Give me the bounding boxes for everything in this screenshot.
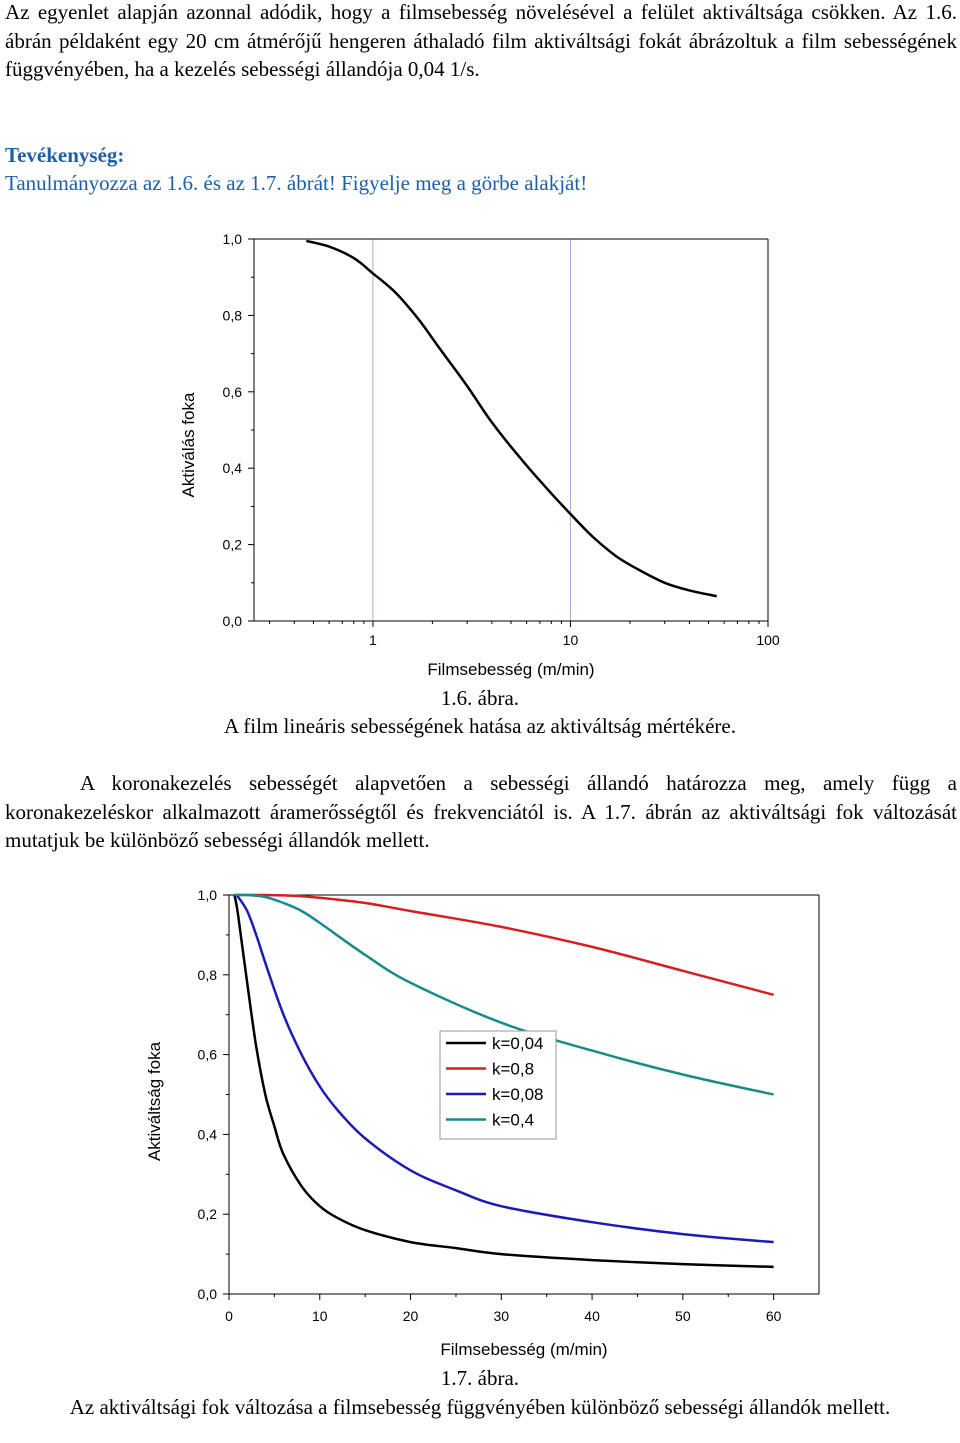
series-line-0 [233,894,774,1269]
y-tick-label: 0,2 [198,1206,218,1222]
series-line-3 [234,893,774,1096]
activity-title: Tevékenység: [5,143,125,167]
y-tick-label: 1,0 [223,231,243,247]
y-tick-label: 0,2 [223,537,243,553]
figure-1-7-caption-text: Az aktiváltsági fok változása a filmsebe… [69,1395,891,1419]
x-axis-label: Filmsebesség (m/min) [427,660,594,679]
figure-1-7-caption-number: 1.7. ábra. [440,1366,520,1390]
legend-label-0: k=0,04 [492,1034,544,1053]
legend-label-2: k=0,08 [492,1085,544,1104]
legend-label-3: k=0,4 [492,1111,534,1130]
y-tick-label: 0,6 [223,384,243,400]
y-tick-label: 0,4 [198,1126,218,1142]
figure-1-7-chart: 0,0 0,2 0,4 0,6 0,8 1,0 0 10 20 30 40 50 60 Filmsebes… [145,887,820,1359]
y-tick-label: 1,0 [198,887,218,903]
x-tick-label: 1 [369,632,377,648]
second-paragraph: A koronakezelés sebességét alapvetően a … [5,771,957,852]
y-tick-label: 0,8 [198,967,218,983]
x-tick-label: 40 [584,1308,600,1324]
x-tick-label: 100 [756,632,780,648]
x-tick-label: 20 [403,1308,419,1324]
figure-1-6-caption-number: 1.6. ábra. [440,686,520,710]
figure-1-6-caption-text: A film lineáris sebességének hatása az a… [224,714,736,738]
activity-text: Tanulmányozza az 1.6. és az 1.7. ábrát! … [5,171,588,195]
intro-paragraph: Az egyenlet alapján azonnal adódik, hogy… [5,0,957,81]
y-axis-label: Aktiváltság foka [145,1041,164,1161]
x-tick-label: 10 [563,632,579,648]
series-line-0 [305,239,717,598]
figure-1-6-chart: 0,0 0,2 0,4 0,6 0,8 1,0 1 10 100 Filmsebesség (m/… [179,231,780,679]
y-tick-label: 0,8 [223,307,243,323]
y-tick-label: 0,0 [223,613,243,629]
legend-box [439,1030,557,1140]
y-tick-label: 0,0 [198,1286,218,1302]
y-tick-label: 0,6 [198,1047,218,1063]
y-axis-label: Aktiválás foka [179,392,198,497]
series-line-1 [234,893,774,997]
x-axis-label: Filmsebesség (m/min) [440,1340,607,1359]
x-tick-label: 0 [225,1308,233,1324]
series-line-2 [233,893,774,1244]
y-tick-label: 0,4 [223,460,243,476]
x-tick-label: 30 [494,1308,510,1324]
legend-label-1: k=0,8 [492,1060,534,1079]
x-tick-label: 60 [766,1308,782,1324]
x-tick-label: 10 [312,1308,328,1324]
x-tick-label: 50 [675,1308,691,1324]
